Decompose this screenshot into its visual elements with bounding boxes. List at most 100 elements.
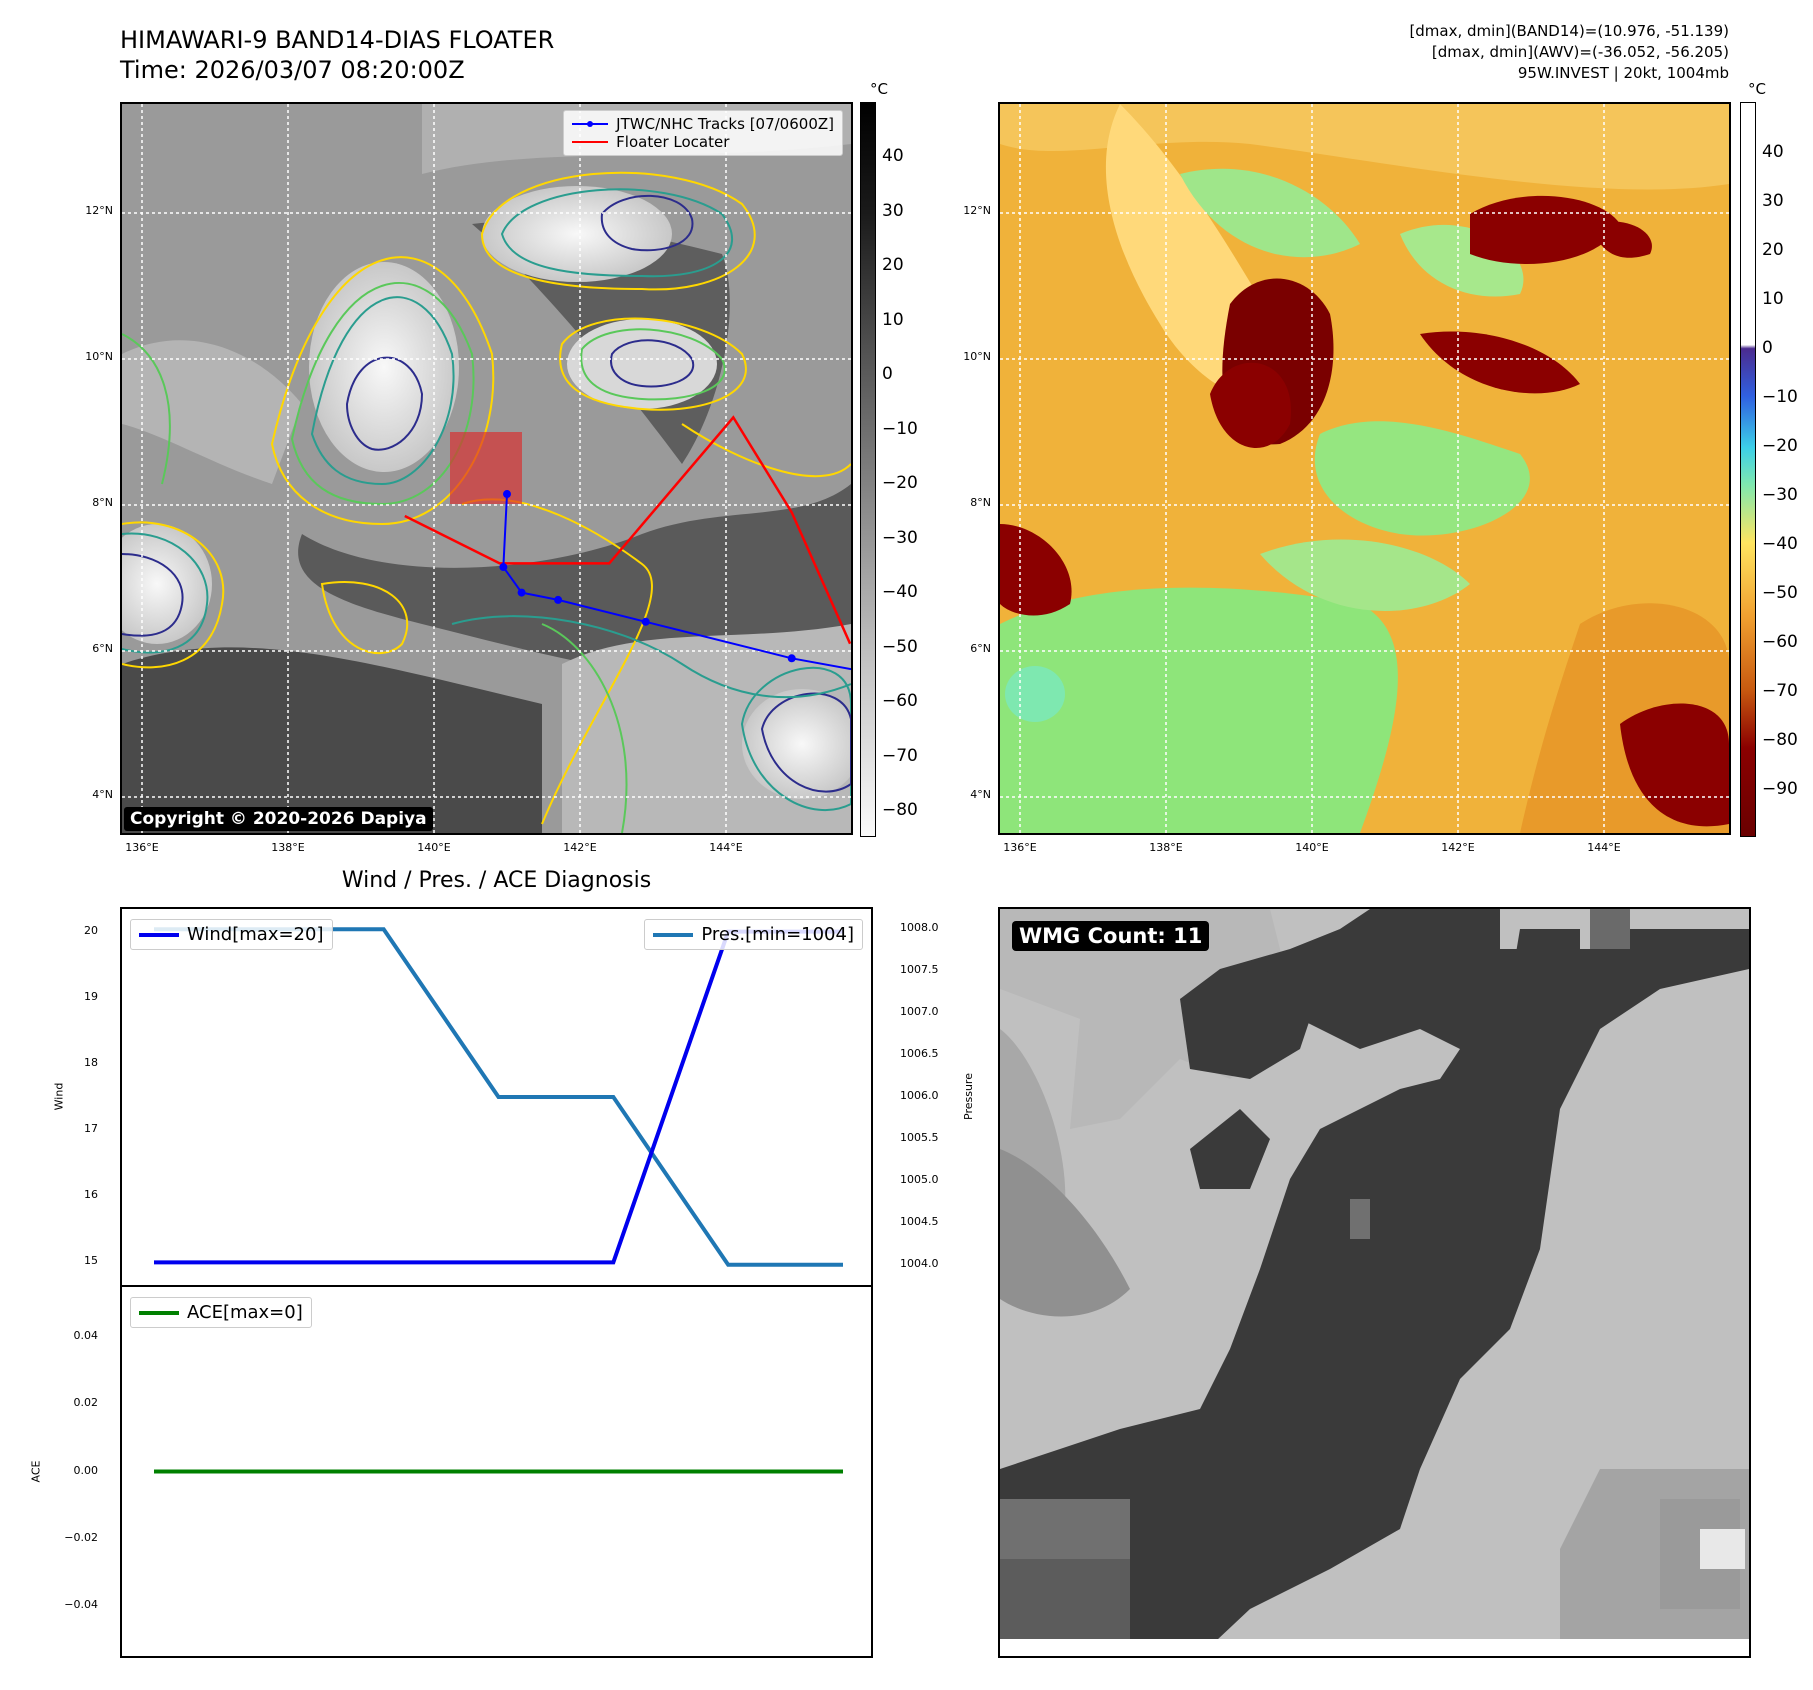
awv-colorbar-tick: −10 xyxy=(1762,387,1798,407)
stats-storm: 95W.INVEST | 20kt, 1004mb xyxy=(1517,64,1729,82)
floater-legend-swatch xyxy=(572,141,609,143)
pressure-axis-label: Pressure xyxy=(961,1073,975,1120)
ir-lon-label: 144°E xyxy=(709,841,743,854)
awv-colorbar-tick: −60 xyxy=(1762,632,1798,652)
ir-lat-label: 12°N xyxy=(85,204,113,217)
awv-colorbar-tick: −20 xyxy=(1762,436,1798,456)
pressure-tick-label: 1008.0 xyxy=(900,921,939,935)
wind-legend-swatch xyxy=(139,932,179,937)
ir-colorbar-tick: 20 xyxy=(882,255,904,275)
wind-tick-label: 17 xyxy=(84,1122,98,1136)
wind-legend: Wind[max=20] xyxy=(130,919,333,950)
wind-legend-label: Wind[max=20] xyxy=(187,924,324,945)
figure-title-line1: HIMAWARI-9 BAND14-DIAS FLOATER xyxy=(120,26,555,54)
awv-lon-label: 136°E xyxy=(1003,841,1037,854)
diagnosis-title: Wind / Pres. / ACE Diagnosis xyxy=(341,868,652,893)
awv-colorbar-tick: 30 xyxy=(1762,191,1784,211)
awv-lat-label: 4°N xyxy=(970,788,991,801)
ir-colorbar-tick: −10 xyxy=(882,418,918,439)
wmg-image xyxy=(1000,909,1749,1656)
track-point xyxy=(641,617,650,626)
pressure-legend-swatch xyxy=(653,932,694,937)
track-point xyxy=(554,595,563,604)
ir-lon-label: 136°E xyxy=(125,841,159,854)
awv-colorbar-tick: −70 xyxy=(1762,681,1798,701)
awv-colorbar-tick: 20 xyxy=(1762,240,1784,260)
ace-tick-label: 0.00 xyxy=(73,1463,99,1477)
awv-lat-label: 6°N xyxy=(970,642,991,655)
awv-lon-label: 144°E xyxy=(1587,841,1621,854)
ir-lat-label: 8°N xyxy=(92,496,113,509)
ace-tick-label: 0.02 xyxy=(73,1396,99,1410)
ace-tick-label: −0.04 xyxy=(64,1597,98,1611)
awv-colorbar-tick: 0 xyxy=(1762,338,1773,358)
awv-colorbar-tick: −80 xyxy=(1762,730,1798,750)
ir-colorbar-tick: −40 xyxy=(882,582,918,602)
ace-tick-label: 0.04 xyxy=(73,1329,99,1343)
ir-map-image xyxy=(122,104,851,833)
wind-tick-label: 16 xyxy=(84,1188,98,1202)
awv-colorbar-unit: °C xyxy=(1748,80,1766,98)
awv-lat-label: 10°N xyxy=(963,350,991,363)
ir-colorbar-tick: −30 xyxy=(882,527,918,548)
awv-map-panel xyxy=(998,102,1731,835)
ir-colorbar-unit: °C xyxy=(870,80,888,98)
ir-colorbar-tick: 10 xyxy=(882,309,904,330)
copyright-badge: Copyright © 2020-2026 Dapiya xyxy=(124,807,433,831)
awv-colorbar xyxy=(1740,102,1756,837)
ir-colorbar-tick: −20 xyxy=(882,473,918,493)
track-point xyxy=(787,654,796,663)
ace-legend-swatch xyxy=(139,1310,179,1315)
awv-lon-label: 138°E xyxy=(1149,841,1183,854)
track-legend-swatch xyxy=(572,121,609,127)
wmg-panel: WMG Count: 11 xyxy=(998,907,1751,1658)
awv-colorbar-tick: −90 xyxy=(1762,779,1798,799)
awv-colorbar-tick: −50 xyxy=(1762,583,1798,603)
wind-tick-label: 20 xyxy=(84,923,98,937)
wind-pressure-panel: Wind[max=20] Pres.[min=1004] xyxy=(120,907,873,1287)
ir-lon-label: 138°E xyxy=(271,841,305,854)
awv-lat-label: 12°N xyxy=(963,204,991,217)
ace-panel: ACE[max=0] xyxy=(120,1285,873,1658)
ir-lon-label: 140°E xyxy=(417,841,451,854)
pressure-tick-label: 1005.0 xyxy=(900,1172,939,1186)
awv-colorbar-tick: −40 xyxy=(1762,534,1798,554)
awv-colorbar-tick: 10 xyxy=(1762,289,1784,309)
pressure-tick-label: 1007.0 xyxy=(900,1005,939,1019)
pressure-tick-label: 1004.0 xyxy=(900,1256,939,1270)
ir-colorbar-tick: 40 xyxy=(882,146,904,166)
wind-tick-label: 18 xyxy=(84,1055,98,1069)
wmg-count-badge: WMG Count: 11 xyxy=(1012,921,1210,951)
ir-colorbar-tick: 0 xyxy=(882,364,893,384)
ir-colorbar-tick: −60 xyxy=(882,691,918,711)
ir-colorbar-tick: −50 xyxy=(882,636,918,657)
ir-lat-label: 10°N xyxy=(85,350,113,363)
awv-map-image xyxy=(1000,104,1729,833)
pressure-tick-label: 1004.5 xyxy=(900,1214,939,1228)
awv-lat-label: 8°N xyxy=(970,496,991,509)
ir-lat-label: 6°N xyxy=(92,642,113,655)
ace-legend: ACE[max=0] xyxy=(130,1297,312,1328)
ir-map-panel: JTWC/NHC Tracks [07/0600Z] Floater Locat… xyxy=(120,102,853,835)
floater-line xyxy=(404,415,851,645)
pressure-legend: Pres.[min=1004] xyxy=(644,919,863,950)
pressure-legend-label: Pres.[min=1004] xyxy=(701,924,854,945)
pressure-tick-label: 1006.5 xyxy=(900,1047,939,1061)
stats-band14: [dmax, dmin](BAND14)=(10.976, -51.139) xyxy=(1409,22,1729,40)
ace-axis-label: ACE xyxy=(29,1460,43,1483)
wind-pressure-plot xyxy=(154,927,843,1267)
ir-lon-label: 142°E xyxy=(563,841,597,854)
pressure-series-line xyxy=(154,927,843,1267)
awv-colorbar-tick: 40 xyxy=(1762,142,1784,162)
ir-colorbar xyxy=(860,102,876,837)
awv-colorbar-tick: −30 xyxy=(1762,485,1798,505)
track-legend-label: JTWC/NHC Tracks [07/0600Z] xyxy=(616,115,834,133)
figure-title-line2: Time: 2026/03/07 08:20:00Z xyxy=(120,56,465,84)
wind-tick-label: 19 xyxy=(84,989,98,1003)
ir-colorbar-tick: 30 xyxy=(882,200,904,221)
ir-lat-label: 4°N xyxy=(92,788,113,801)
floater-legend-label: Floater Locater xyxy=(616,133,730,151)
wind-tick-label: 15 xyxy=(84,1254,98,1268)
ir-colorbar-tick: −70 xyxy=(882,745,918,766)
pressure-tick-label: 1005.5 xyxy=(900,1130,939,1144)
